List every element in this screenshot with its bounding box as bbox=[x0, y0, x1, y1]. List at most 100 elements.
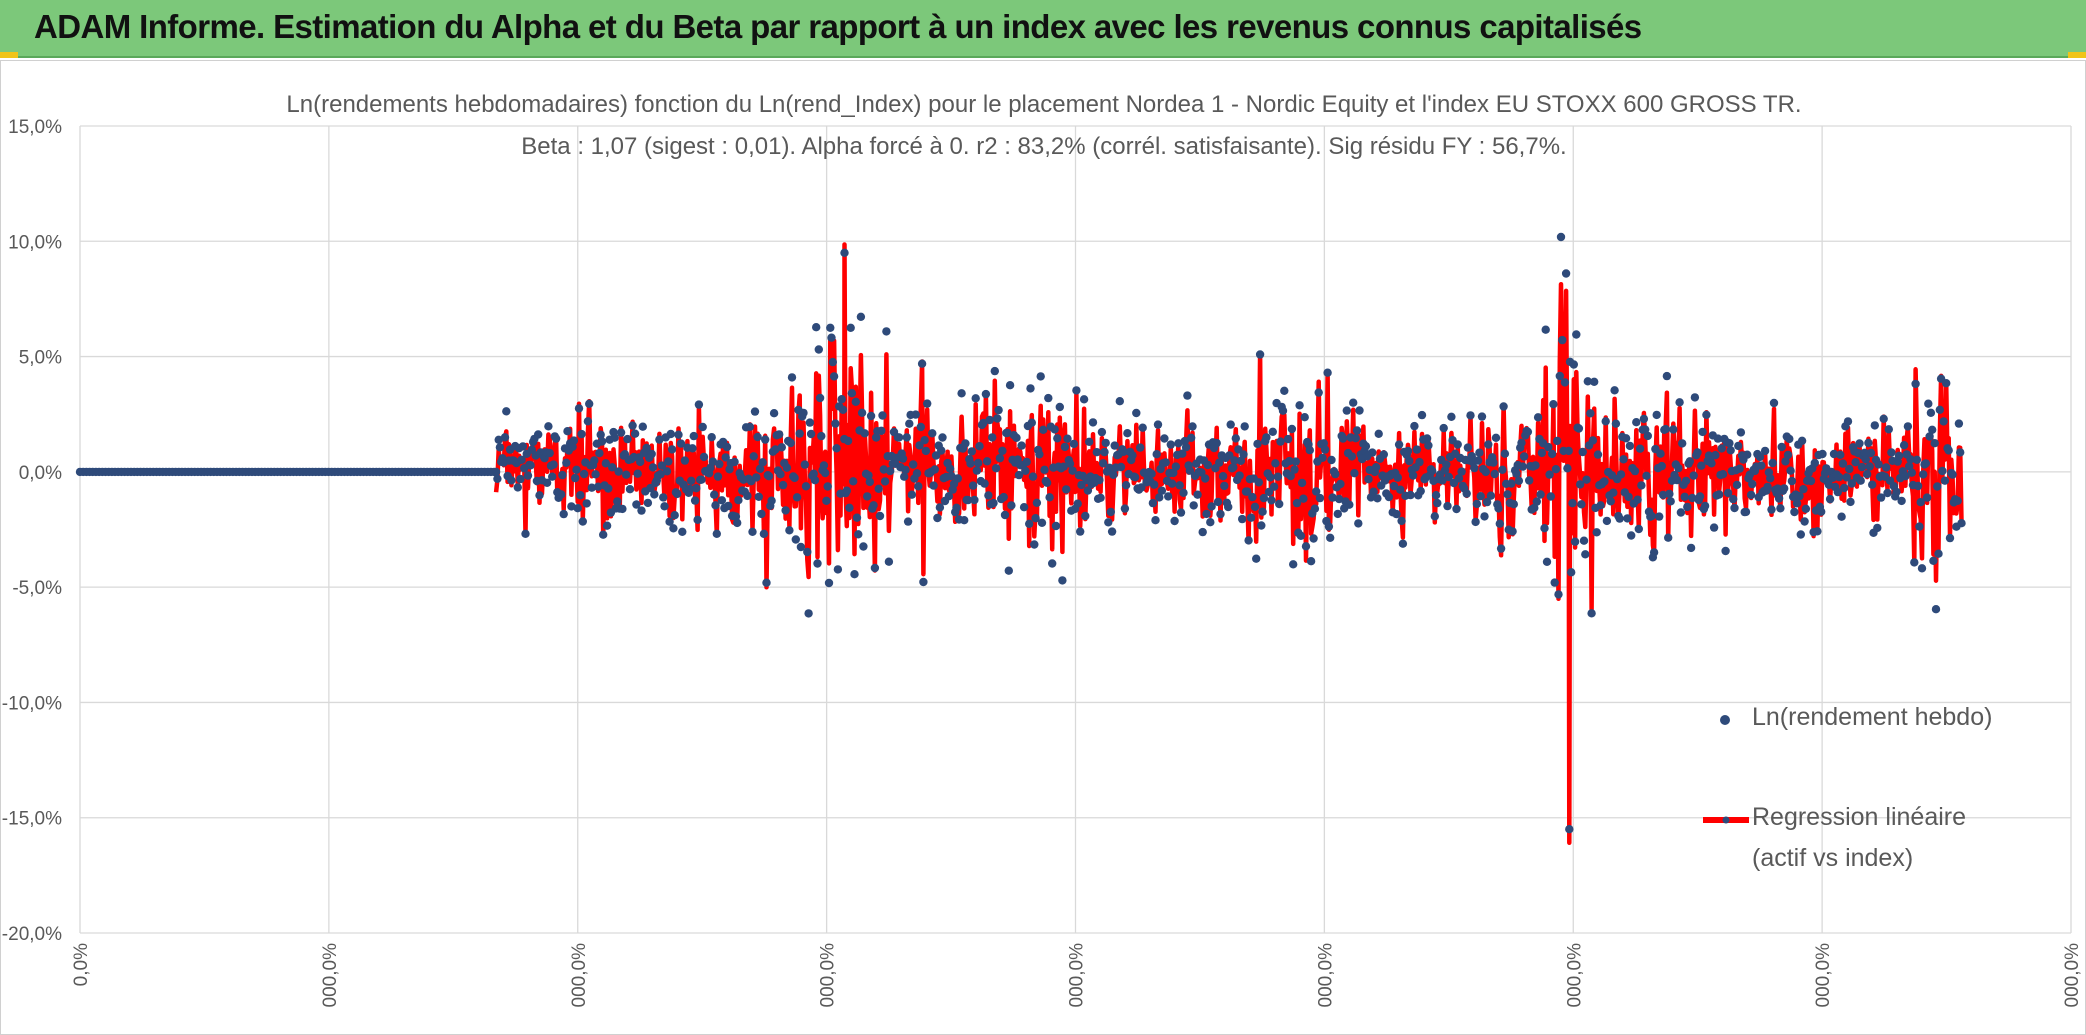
legend-marker-regression-dot bbox=[1722, 816, 1730, 824]
data-point bbox=[1588, 436, 1598, 445]
data-point bbox=[1766, 474, 1775, 483]
data-point bbox=[582, 499, 591, 508]
data-point bbox=[1278, 406, 1288, 415]
data-point bbox=[1396, 485, 1405, 494]
data-point bbox=[900, 472, 909, 481]
data-point bbox=[801, 482, 811, 491]
data-point bbox=[1373, 494, 1382, 503]
data-point bbox=[724, 501, 733, 511]
data-point bbox=[764, 472, 774, 481]
data-point bbox=[1185, 466, 1195, 475]
data-point bbox=[1729, 494, 1738, 504]
data-point bbox=[1291, 457, 1301, 466]
data-point bbox=[1600, 477, 1609, 486]
data-point bbox=[1121, 481, 1131, 490]
data-point bbox=[915, 441, 924, 450]
data-point bbox=[1069, 439, 1079, 449]
data-point bbox=[1032, 498, 1042, 507]
data-point bbox=[591, 470, 600, 479]
data-point bbox=[1384, 492, 1394, 502]
data-point bbox=[993, 414, 1002, 423]
data-point bbox=[1397, 516, 1406, 526]
data-point bbox=[1532, 497, 1542, 506]
data-point bbox=[1711, 451, 1720, 460]
data-point bbox=[775, 430, 784, 439]
data-point bbox=[1563, 464, 1572, 473]
data-point bbox=[521, 529, 530, 538]
x-tick-label: 000,0% bbox=[1564, 943, 1585, 1008]
data-point bbox=[1342, 406, 1352, 415]
regression-series bbox=[493, 242, 1964, 846]
data-point bbox=[1252, 554, 1261, 563]
data-point bbox=[1236, 456, 1246, 465]
data-point bbox=[1213, 497, 1223, 507]
data-point bbox=[1433, 498, 1442, 508]
data-point bbox=[1491, 433, 1501, 442]
data-point bbox=[604, 484, 613, 493]
data-point bbox=[999, 492, 1008, 502]
data-point bbox=[1518, 462, 1528, 471]
data-point bbox=[1253, 439, 1262, 449]
data-point bbox=[602, 521, 612, 530]
data-point bbox=[613, 497, 622, 506]
data-point bbox=[1187, 433, 1196, 442]
data-point bbox=[1042, 478, 1052, 487]
data-point bbox=[859, 542, 868, 551]
data-point bbox=[662, 467, 672, 476]
data-point bbox=[791, 535, 800, 544]
data-point bbox=[880, 477, 890, 486]
data-point bbox=[1555, 371, 1565, 381]
data-point bbox=[886, 466, 895, 476]
data-point bbox=[745, 422, 755, 431]
data-point bbox=[1783, 450, 1793, 460]
data-point bbox=[493, 474, 502, 483]
data-point bbox=[1105, 463, 1114, 472]
data-point bbox=[1672, 475, 1682, 485]
data-point bbox=[1412, 445, 1422, 454]
data-point bbox=[1273, 472, 1283, 481]
data-point bbox=[1484, 440, 1493, 449]
data-point bbox=[1899, 441, 1909, 450]
data-point bbox=[1517, 438, 1526, 447]
data-point bbox=[1948, 470, 1957, 479]
data-point bbox=[1262, 433, 1271, 442]
data-point bbox=[1463, 443, 1473, 452]
data-point bbox=[1836, 450, 1845, 459]
data-point bbox=[1847, 479, 1857, 488]
data-point bbox=[1610, 386, 1619, 395]
data-point bbox=[1862, 470, 1872, 479]
data-point bbox=[800, 460, 809, 469]
data-point bbox=[1545, 470, 1554, 479]
data-point bbox=[1212, 438, 1221, 448]
data-point bbox=[1290, 465, 1299, 474]
data-point bbox=[1833, 487, 1843, 497]
data-point bbox=[1930, 439, 1939, 448]
data-point bbox=[601, 459, 610, 468]
data-point bbox=[838, 405, 848, 414]
data-point bbox=[1444, 472, 1454, 482]
data-point bbox=[1919, 470, 1928, 479]
data-point bbox=[516, 474, 525, 484]
data-point bbox=[753, 432, 762, 442]
data-point bbox=[1417, 410, 1427, 420]
data-point bbox=[721, 453, 730, 462]
data-point bbox=[1579, 536, 1589, 545]
data-point bbox=[1198, 527, 1207, 537]
data-point bbox=[1466, 411, 1475, 420]
data-point bbox=[1285, 456, 1294, 466]
data-point bbox=[874, 484, 883, 493]
data-point bbox=[495, 443, 505, 452]
data-point bbox=[945, 464, 955, 473]
data-point bbox=[673, 489, 682, 499]
data-point bbox=[804, 609, 813, 618]
data-point bbox=[928, 429, 937, 438]
data-point bbox=[1713, 434, 1723, 443]
data-point bbox=[1537, 448, 1547, 458]
data-point bbox=[1280, 386, 1289, 395]
data-point bbox=[1239, 450, 1248, 459]
data-point bbox=[1664, 533, 1673, 542]
data-point bbox=[1639, 414, 1649, 424]
data-point bbox=[817, 431, 826, 441]
data-point bbox=[767, 496, 776, 505]
data-point bbox=[749, 452, 758, 461]
